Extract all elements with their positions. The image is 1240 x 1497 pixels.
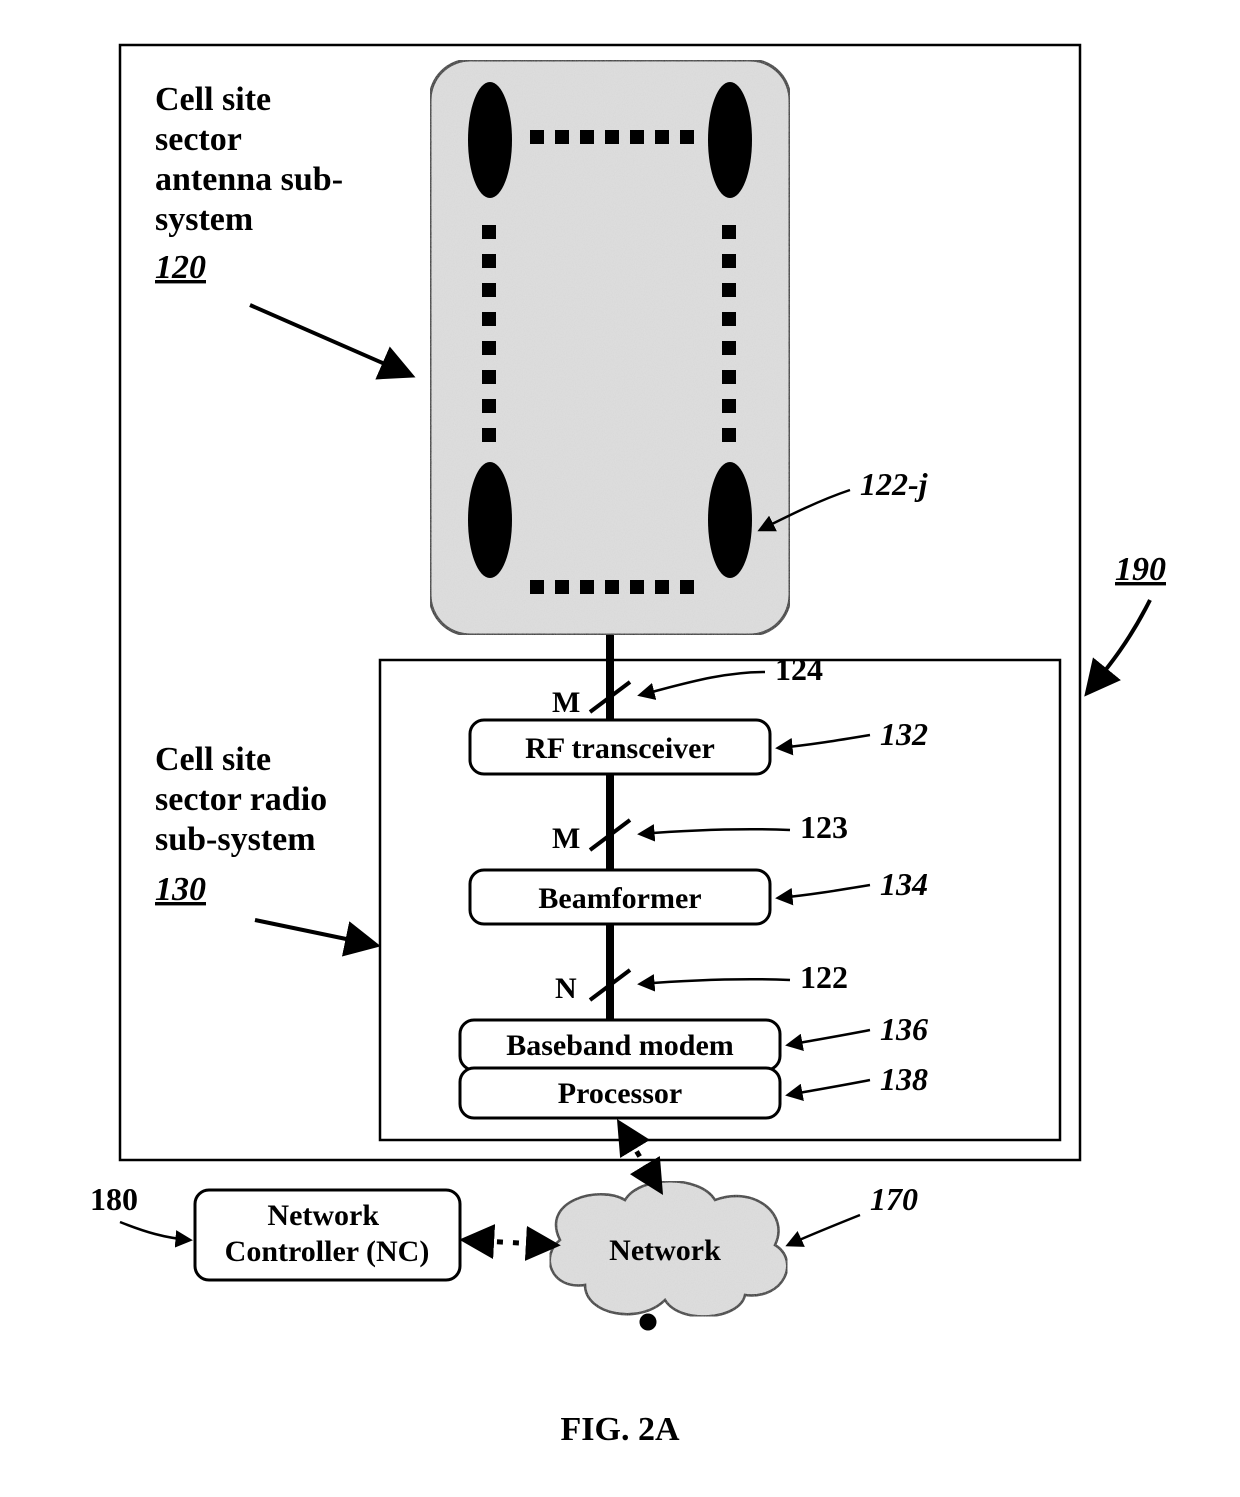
antenna-title-line: Cell site	[155, 81, 271, 118]
network-label: Network	[609, 1234, 721, 1267]
nc-label-line: Network	[267, 1199, 379, 1232]
ref-138: 138	[880, 1061, 928, 1097]
processor-label: Processor	[558, 1077, 682, 1110]
ref-122: 122	[800, 959, 848, 995]
ref-180: 180	[90, 1181, 138, 1217]
radio-title-line: Cell site	[155, 741, 271, 778]
ref-123: 123	[800, 809, 848, 845]
figure-caption: FIG. 2A	[561, 1411, 680, 1448]
radio-title-line: sub-system	[155, 821, 316, 858]
ref-180-arrow	[120, 1222, 190, 1240]
antenna-title-line: system	[155, 201, 253, 238]
ref-124: 124	[775, 651, 823, 687]
ref-130: 130	[155, 871, 206, 908]
antenna-element	[708, 462, 752, 578]
antenna-title-line: antenna sub-	[155, 161, 343, 198]
radio-title-line: sector radio	[155, 781, 327, 818]
ref-132: 132	[880, 716, 928, 752]
link-nc-network	[465, 1240, 555, 1245]
antenna-title-line: sector	[155, 121, 242, 158]
ref-136: 136	[880, 1011, 928, 1047]
baseband-label: Baseband modem	[506, 1029, 734, 1062]
antenna-element	[468, 462, 512, 578]
ref-120: 120	[155, 249, 206, 286]
ref-190: 190	[1115, 551, 1166, 588]
ref-134: 134	[880, 866, 928, 902]
ref-170-arrow	[788, 1215, 860, 1245]
antenna-element	[468, 82, 512, 198]
bus-letter-3: N	[555, 972, 577, 1005]
ref-190-arrow	[1088, 600, 1150, 692]
network-cloud-dot	[640, 1314, 656, 1330]
ref-122j: 122-j	[860, 466, 928, 502]
beamformer-label: Beamformer	[538, 882, 701, 915]
rf-transceiver-label: RF transceiver	[525, 732, 715, 765]
antenna-element	[708, 82, 752, 198]
bus-letter-2: M	[552, 822, 580, 855]
bus-letter-1: M	[552, 686, 580, 719]
ref-170: 170	[870, 1181, 918, 1217]
nc-label-line: Controller (NC)	[225, 1235, 430, 1268]
